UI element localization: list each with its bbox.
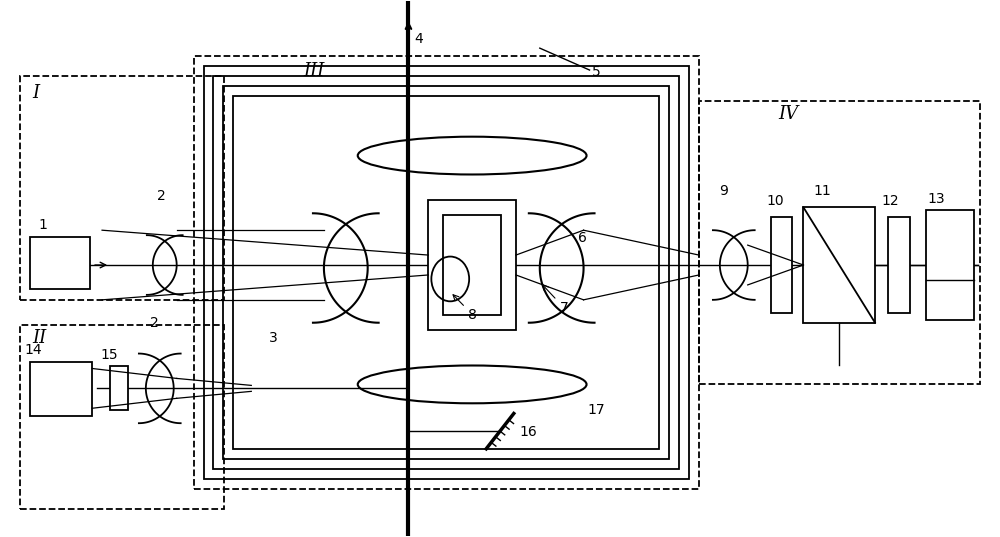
Bar: [803, 207, 875, 323]
Text: 3: 3: [269, 331, 278, 345]
Text: I: I: [32, 84, 40, 102]
Text: 10: 10: [767, 194, 784, 208]
Text: 7: 7: [543, 285, 568, 315]
Text: 15: 15: [100, 347, 118, 361]
Bar: [926, 211, 974, 320]
Text: 14: 14: [24, 343, 42, 357]
Text: 13: 13: [928, 192, 945, 206]
Text: 12: 12: [881, 194, 899, 208]
Text: II: II: [32, 329, 47, 346]
Text: 5: 5: [592, 65, 600, 79]
Bar: [20, 325, 224, 509]
Text: 6: 6: [578, 231, 586, 245]
Bar: [443, 215, 501, 315]
Bar: [110, 366, 128, 410]
Bar: [30, 237, 90, 289]
Bar: [223, 86, 669, 459]
Bar: [30, 361, 92, 416]
Text: 4: 4: [414, 32, 423, 46]
Text: 9: 9: [719, 184, 728, 198]
Bar: [204, 66, 689, 479]
Text: IV: IV: [779, 105, 799, 123]
Text: 2: 2: [157, 190, 166, 204]
Text: 17: 17: [588, 403, 605, 417]
Text: III: III: [303, 62, 324, 80]
Text: 11: 11: [813, 184, 831, 198]
Bar: [888, 217, 910, 313]
Text: 1: 1: [38, 218, 47, 232]
Text: 16: 16: [520, 425, 538, 439]
Bar: [428, 200, 516, 330]
Bar: [20, 76, 224, 300]
Bar: [233, 96, 659, 449]
Text: 2: 2: [150, 316, 159, 330]
Text: 8: 8: [453, 295, 477, 322]
Bar: [194, 56, 699, 489]
Bar: [771, 217, 792, 313]
Bar: [699, 101, 980, 384]
Bar: [213, 76, 679, 469]
